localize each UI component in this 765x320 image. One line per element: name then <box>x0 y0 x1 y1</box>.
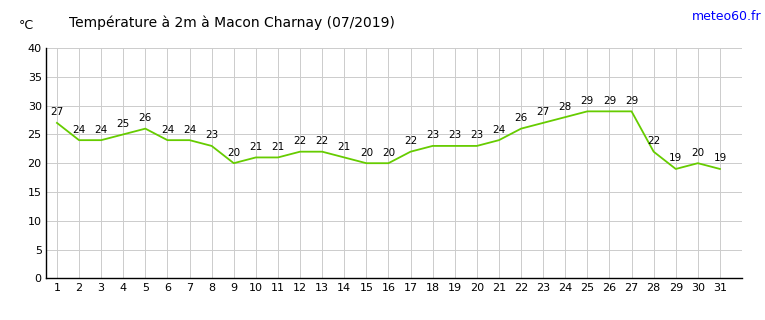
Text: 24: 24 <box>73 124 86 135</box>
Text: meteo60.fr: meteo60.fr <box>692 10 761 23</box>
Text: °C: °C <box>19 19 34 32</box>
Text: 22: 22 <box>315 136 329 146</box>
Text: Température à 2m à Macon Charnay (07/2019): Température à 2m à Macon Charnay (07/201… <box>69 16 395 30</box>
Text: 19: 19 <box>669 153 682 164</box>
Text: 24: 24 <box>183 124 196 135</box>
Text: 19: 19 <box>713 153 727 164</box>
Text: 20: 20 <box>692 148 705 158</box>
Text: 23: 23 <box>205 130 218 140</box>
Text: 21: 21 <box>249 142 262 152</box>
Text: 23: 23 <box>448 130 461 140</box>
Text: 29: 29 <box>603 96 616 106</box>
Text: 29: 29 <box>625 96 638 106</box>
Text: 29: 29 <box>581 96 594 106</box>
Text: 27: 27 <box>536 107 550 117</box>
Text: 22: 22 <box>294 136 307 146</box>
Text: 28: 28 <box>558 101 572 112</box>
Text: 23: 23 <box>426 130 439 140</box>
Text: 25: 25 <box>116 119 130 129</box>
Text: 24: 24 <box>95 124 108 135</box>
Text: 22: 22 <box>647 136 660 146</box>
Text: 22: 22 <box>404 136 417 146</box>
Text: 26: 26 <box>514 113 528 123</box>
Text: 20: 20 <box>360 148 373 158</box>
Text: 21: 21 <box>337 142 351 152</box>
Text: 24: 24 <box>161 124 174 135</box>
Text: 23: 23 <box>470 130 483 140</box>
Text: 21: 21 <box>272 142 285 152</box>
Text: 26: 26 <box>138 113 152 123</box>
Text: 27: 27 <box>50 107 63 117</box>
Text: 20: 20 <box>382 148 395 158</box>
Text: 20: 20 <box>227 148 240 158</box>
Text: 24: 24 <box>493 124 506 135</box>
